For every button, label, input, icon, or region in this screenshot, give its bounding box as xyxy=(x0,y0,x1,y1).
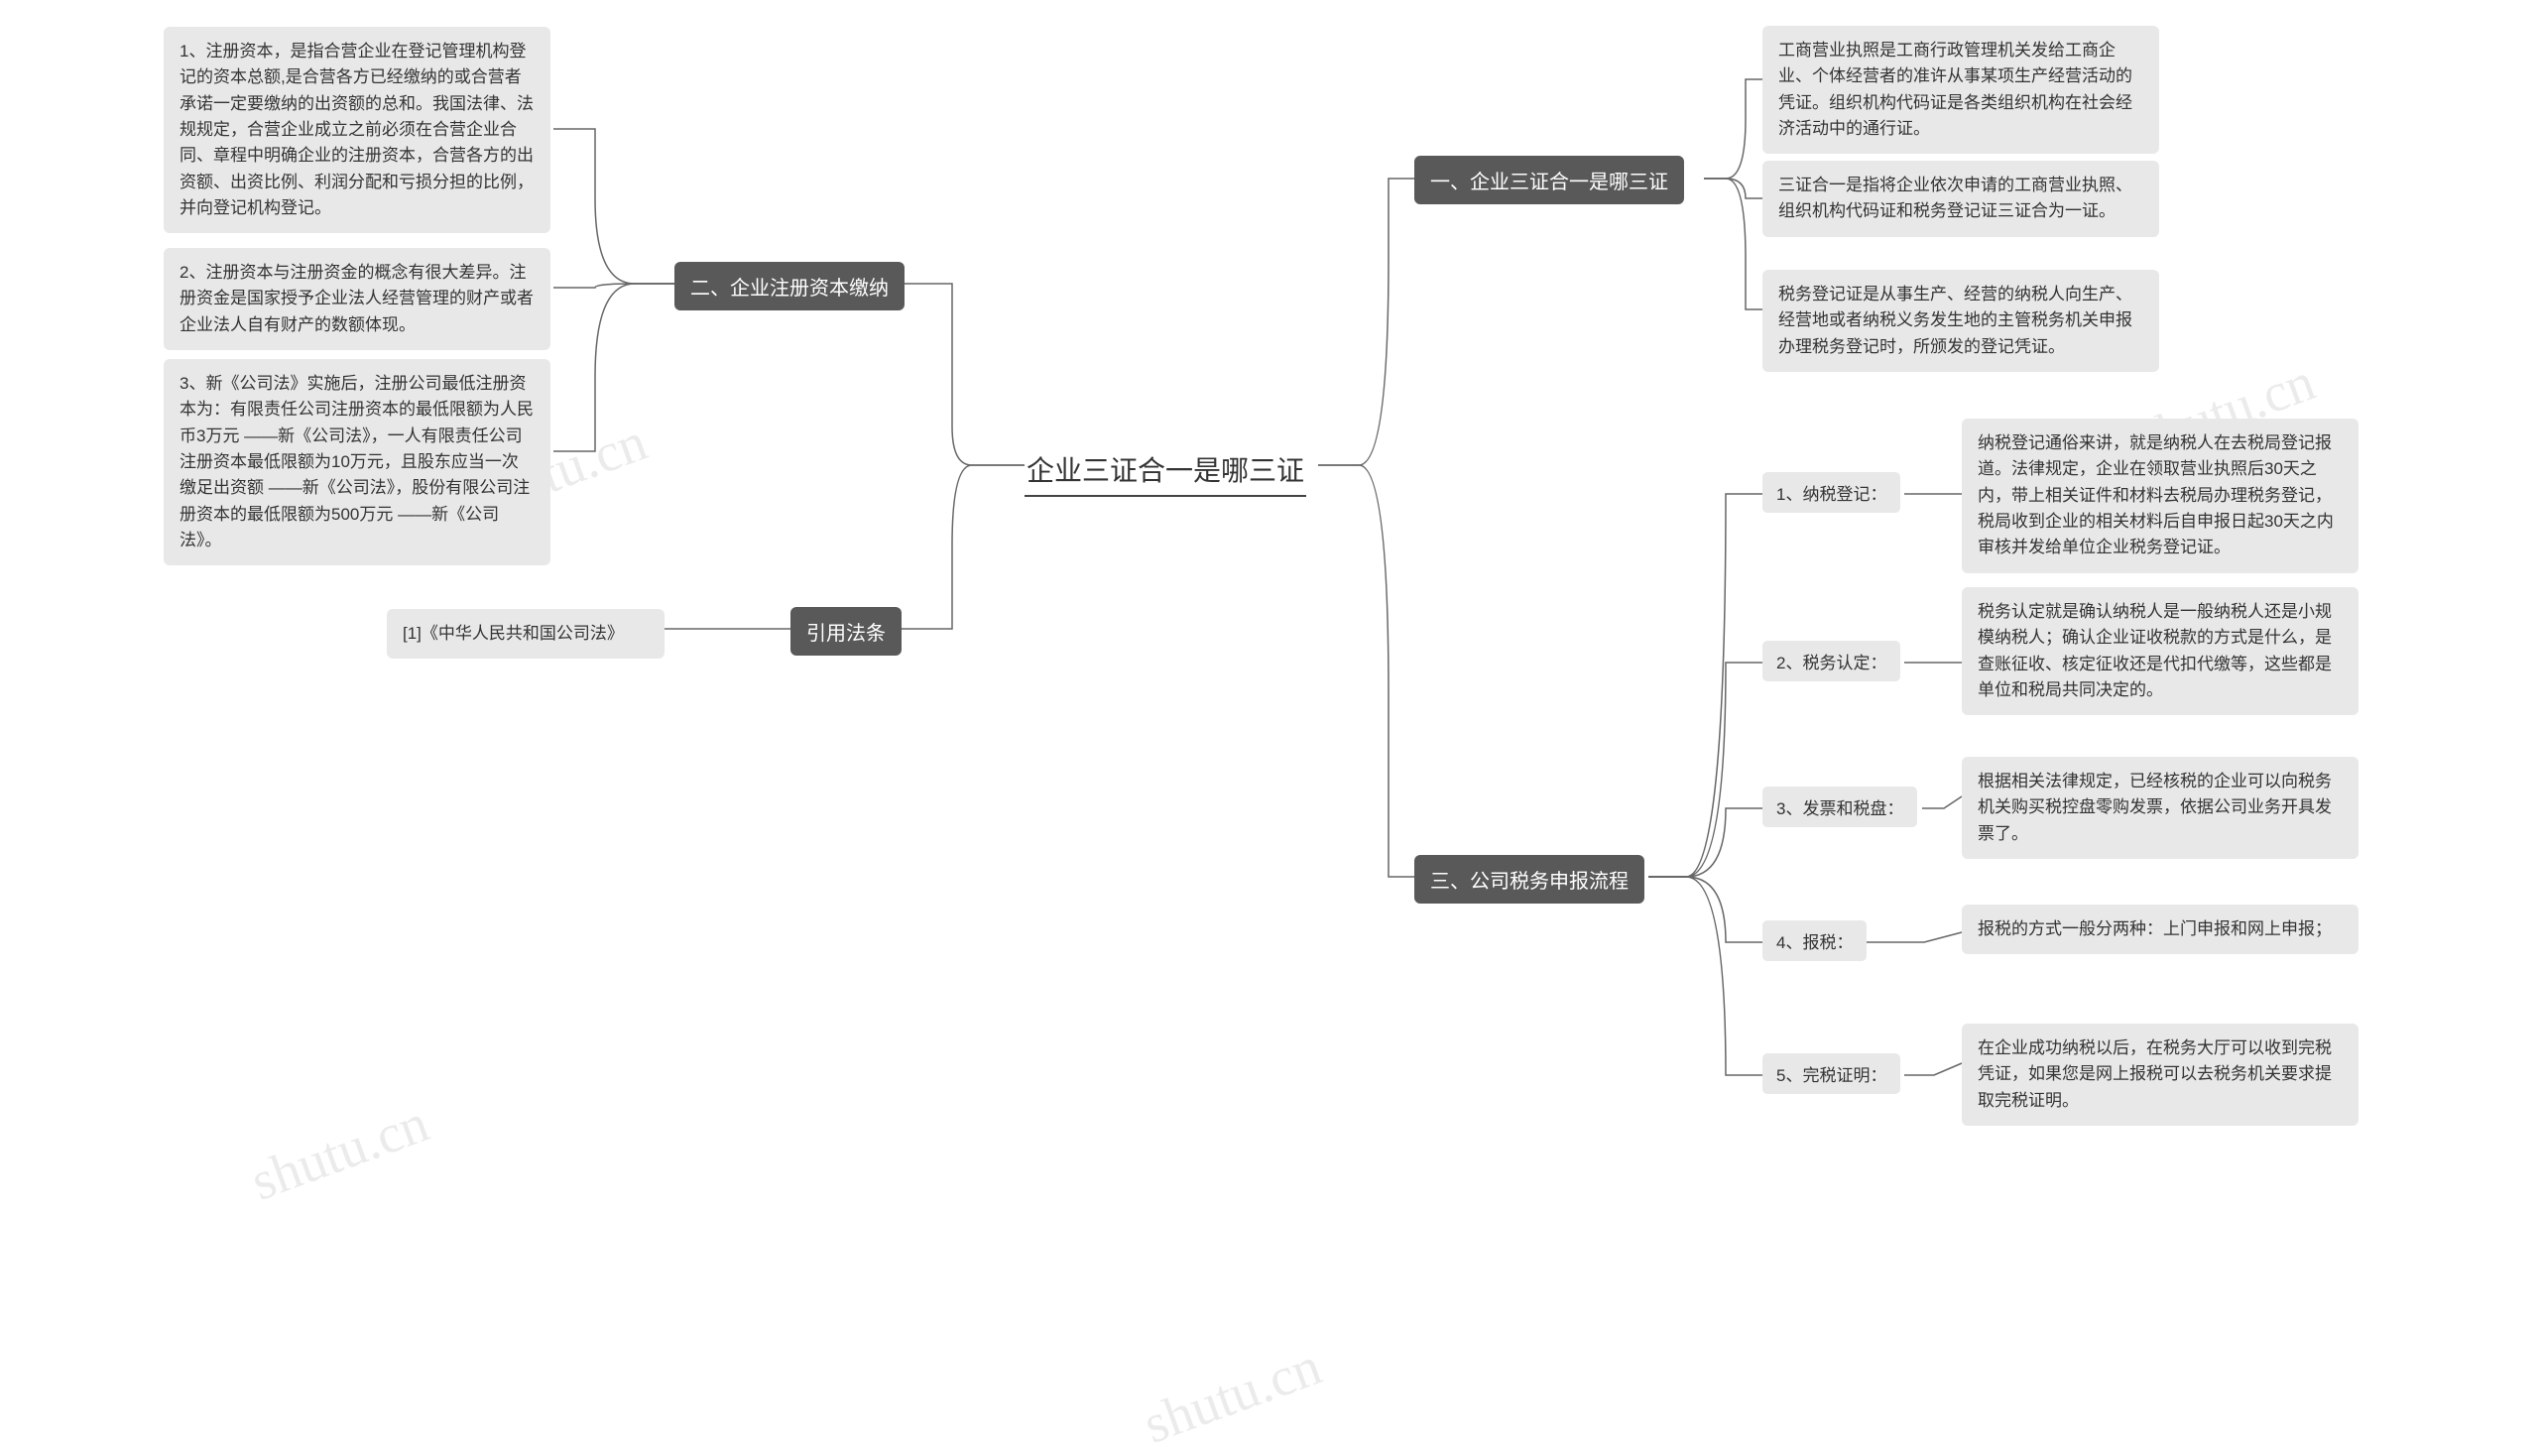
leaf-tax-identify: 税务认定就是确认纳税人是一般纳税人还是小规模纳税人；确认企业证收税款的方式是什么… xyxy=(1962,587,2358,715)
connector-line xyxy=(893,465,1025,629)
sub-tax-proof[interactable]: 5、完税证明： xyxy=(1762,1053,1900,1094)
connector-line xyxy=(1648,808,1762,877)
connector-line xyxy=(1318,179,1414,465)
connector-line xyxy=(553,129,674,284)
leaf-tax-proof: 在企业成功纳税以后，在税务大厅可以收到完税凭证，如果您是网上报税可以去税务机关要… xyxy=(1962,1024,2358,1126)
sub-tax-register[interactable]: 1、纳税登记： xyxy=(1762,472,1900,513)
leaf-reg-3: 3、新《公司法》实施后，注册公司最低注册资本为：有限责任公司注册资本的最低限额为… xyxy=(164,359,550,565)
leaf-cert-2: 三证合一是指将企业依次申请的工商营业执照、组织机构代码证和税务登记证三证合为一证… xyxy=(1762,161,2159,237)
leaf-reg-2: 2、注册资本与注册资金的概念有很大差异。注册资金是国家授予企业法人经营管理的财产… xyxy=(164,248,550,350)
connector-line xyxy=(1860,932,1962,942)
sub-invoice[interactable]: 3、发票和税盘： xyxy=(1762,787,1917,827)
leaf-cert-1: 工商营业执照是工商行政管理机关发给工商企业、个体经营者的准许从事某项生产经营活动… xyxy=(1762,26,2159,154)
branch-registration-capital[interactable]: 二、企业注册资本缴纳 xyxy=(674,262,905,310)
sub-report-tax[interactable]: 4、报税： xyxy=(1762,920,1867,961)
branch-tax-process[interactable]: 三、公司税务申报流程 xyxy=(1414,855,1644,904)
leaf-invoice: 根据相关法律规定，已经核税的企业可以向税务机关购买税控盘零购发票，依据公司业务开… xyxy=(1962,757,2358,859)
leaf-report-tax: 报税的方式一般分两种：上门申报和网上申报； xyxy=(1962,905,2358,954)
connector-line xyxy=(553,284,674,451)
leaf-reg-1: 1、注册资本，是指合营企业在登记管理机构登记的资本总额,是合营各方已经缴纳的或合… xyxy=(164,27,550,233)
connector-line xyxy=(1648,494,1762,877)
connector-line xyxy=(1648,877,1762,1075)
connector-line xyxy=(1904,1063,1962,1075)
sub-tax-identify[interactable]: 2、税务认定： xyxy=(1762,641,1900,681)
connector-line xyxy=(1648,877,1762,942)
leaf-tax-register: 纳税登记通俗来讲，就是纳税人在去税局登记报道。法律规定，企业在领取营业执照后30… xyxy=(1962,419,2358,573)
connector-line xyxy=(1318,465,1414,877)
leaf-law-1: [1]《中华人民共和国公司法》 xyxy=(387,609,665,659)
root-node[interactable]: 企业三证合一是哪三证 xyxy=(1025,443,1306,497)
branch-law-ref[interactable]: 引用法条 xyxy=(790,607,902,656)
branch-three-certs[interactable]: 一、企业三证合一是哪三证 xyxy=(1414,156,1684,204)
leaf-cert-3: 税务登记证是从事生产、经营的纳税人向生产、经营地或者纳税义务发生地的主管税务机关… xyxy=(1762,270,2159,372)
connector-line xyxy=(897,284,1025,465)
mindmap-canvas: shutu.cn 树图 shutu.cn shutu.cn shutu.cn 企… xyxy=(0,0,2539,1456)
connector-line xyxy=(1704,79,1762,179)
connector-line xyxy=(1922,796,1962,808)
